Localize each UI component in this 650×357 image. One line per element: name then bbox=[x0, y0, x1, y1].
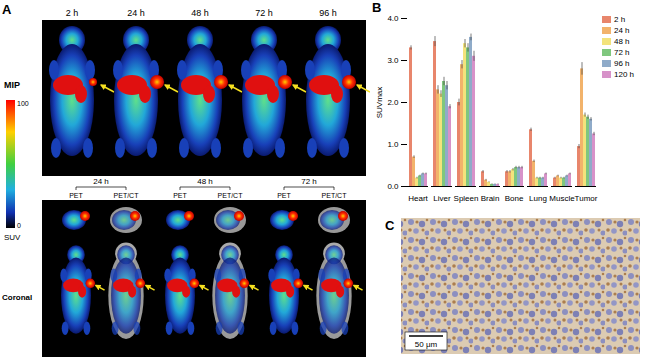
svg-text:24 h: 24 h bbox=[93, 177, 109, 186]
svg-text:PET: PET bbox=[173, 192, 187, 199]
svg-text:2 h: 2 h bbox=[66, 8, 79, 18]
svg-text:PET/CT: PET/CT bbox=[218, 192, 244, 199]
html-text:B: B bbox=[372, 0, 382, 15]
svg-text:72 h: 72 h bbox=[301, 177, 317, 186]
html-text:24 h: 24 h bbox=[614, 26, 630, 35]
svg-text:A: A bbox=[2, 2, 12, 17]
html-text:2 h: 2 h bbox=[614, 15, 626, 24]
svg-text:48 h: 48 h bbox=[191, 8, 209, 18]
svg-text:Liver: Liver bbox=[433, 194, 451, 203]
svg-text:2.0: 2.0 bbox=[387, 98, 399, 107]
svg-text:100: 100 bbox=[17, 100, 29, 107]
svg-text:1.0: 1.0 bbox=[387, 140, 399, 149]
svg-text:Spleen: Spleen bbox=[454, 194, 479, 203]
svg-text:48 h: 48 h bbox=[197, 177, 213, 186]
svg-text:C: C bbox=[385, 218, 395, 233]
svg-text:50 μm: 50 μm bbox=[415, 340, 438, 349]
svg-text:MIP: MIP bbox=[4, 80, 20, 90]
svg-text:PET/CT: PET/CT bbox=[322, 192, 348, 199]
svg-text:Lung: Lung bbox=[529, 194, 547, 203]
svg-text:SUVmax: SUVmax bbox=[375, 87, 384, 119]
svg-text:Heart: Heart bbox=[408, 194, 428, 203]
svg-text:Brain: Brain bbox=[481, 194, 500, 203]
svg-text:0.0: 0.0 bbox=[387, 182, 399, 191]
svg-text:SUV: SUV bbox=[4, 233, 21, 242]
svg-text:24 h: 24 h bbox=[127, 8, 145, 18]
svg-text:96 h: 96 h bbox=[319, 8, 337, 18]
svg-text:0: 0 bbox=[17, 222, 21, 229]
svg-text:4.0: 4.0 bbox=[387, 14, 399, 23]
html-text:120 h: 120 h bbox=[614, 70, 634, 79]
svg-text:PET/CT: PET/CT bbox=[114, 192, 140, 199]
svg-text:PET: PET bbox=[69, 192, 83, 199]
html-text:96 h: 96 h bbox=[614, 59, 630, 68]
svg-text:Coronal: Coronal bbox=[2, 293, 32, 302]
svg-text:72 h: 72 h bbox=[255, 8, 273, 18]
html-text:72 h: 72 h bbox=[614, 48, 630, 57]
svg-text:PET: PET bbox=[277, 192, 291, 199]
svg-text:Bone: Bone bbox=[505, 194, 524, 203]
svg-text:Muscle: Muscle bbox=[549, 194, 575, 203]
svg-text:3.0: 3.0 bbox=[387, 56, 399, 65]
svg-text:Tumor: Tumor bbox=[575, 194, 598, 203]
html-text:48 h: 48 h bbox=[614, 37, 630, 46]
